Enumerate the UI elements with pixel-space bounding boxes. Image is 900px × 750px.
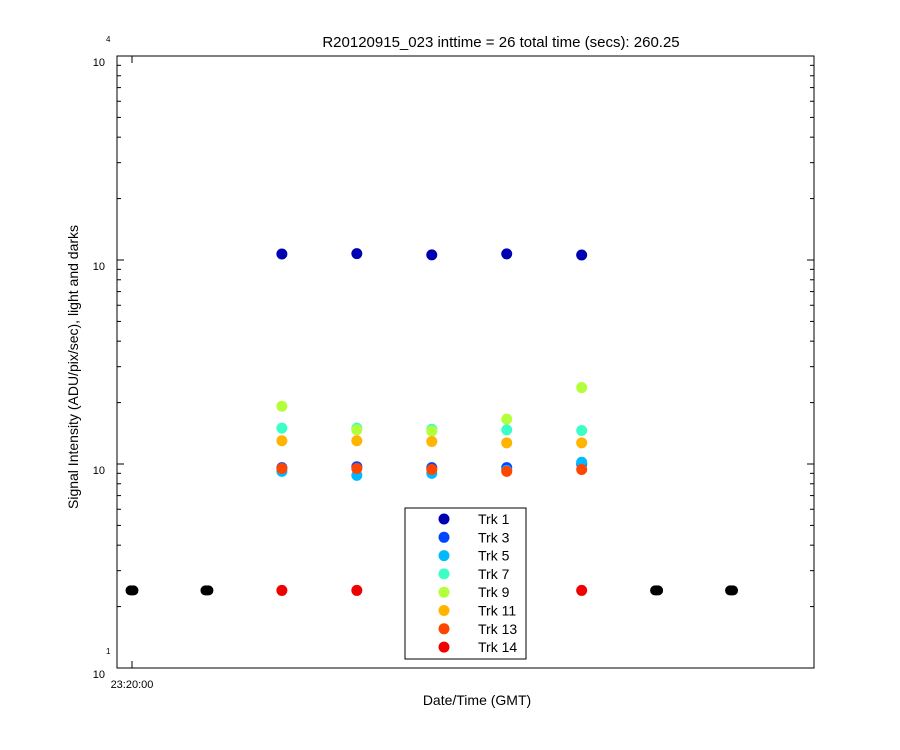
legend-box	[404, 507, 527, 660]
point-trk-3	[276, 422, 288, 434]
legend-entry: Trk 7	[478, 566, 510, 582]
point-trk-5	[351, 435, 363, 447]
legend: Trk 1 Trk 3 Trk 5 Trk 7 Trk 9 Trk 11 Trk 13 Trk…	[404, 507, 527, 660]
point-trk-4	[351, 424, 363, 436]
y-tick-exponent: 1	[106, 647, 111, 656]
point-trk-6	[426, 463, 438, 475]
point-trk-4	[426, 425, 438, 437]
point-trk-7	[576, 584, 588, 596]
legend-marker	[438, 586, 450, 598]
y-axis-label: Signal Intensity (ADU/pix/sec), light an…	[65, 225, 81, 509]
y-tick-label: 10	[93, 669, 105, 681]
point-trk-5	[501, 437, 513, 449]
dark-point	[653, 585, 664, 596]
legend-entry: Trk 11	[478, 603, 516, 619]
data-points	[125, 248, 739, 596]
legend-marker	[438, 623, 450, 635]
point-trk-7	[351, 584, 363, 596]
point-trk-5	[576, 437, 588, 449]
point-trk-6	[501, 465, 513, 477]
legend-marker	[438, 531, 450, 543]
point-trk-6	[276, 463, 288, 475]
point-trk-3	[576, 424, 588, 436]
point-trk-5	[426, 435, 438, 447]
legend-marker	[438, 550, 450, 562]
point-trk-0	[276, 248, 288, 260]
point-trk-4	[276, 400, 288, 412]
dark-point	[203, 585, 214, 596]
dark-point	[128, 585, 139, 596]
legend-marker	[438, 513, 450, 525]
legend-entry: Trk 1	[478, 511, 510, 527]
point-trk-6	[351, 463, 363, 475]
y-tick-exponent: 4	[106, 35, 111, 44]
point-trk-6	[576, 463, 588, 475]
point-trk-5	[276, 435, 288, 447]
point-trk-3	[501, 424, 513, 436]
legend-entry: Trk 9	[478, 584, 510, 600]
legend-entry: Trk 5	[478, 548, 510, 564]
y-tick-label: 10	[93, 465, 105, 477]
legend-entry: Trk 3	[478, 529, 510, 545]
legend-entry: Trk 14	[478, 639, 517, 655]
point-trk-0	[426, 249, 438, 261]
point-trk-7	[276, 584, 288, 596]
y-tick-label: 10	[93, 57, 105, 69]
chart-title: R20120915_023 inttime = 26 total time (s…	[322, 34, 679, 51]
x-axis-label: Date/Time (GMT)	[423, 692, 531, 708]
legend-marker	[438, 605, 450, 616]
x-tick-label: 23:20:00	[111, 679, 154, 691]
point-trk-4	[501, 413, 513, 425]
point-trk-0	[576, 249, 588, 261]
point-trk-4	[576, 382, 588, 394]
axis-ticks: 10 1 10 10 10 4 23:20:00	[93, 35, 814, 691]
point-trk-0	[501, 248, 513, 260]
point-trk-0	[351, 248, 363, 260]
y-tick-label: 10	[93, 261, 105, 273]
legend-marker	[438, 568, 450, 580]
dark-point	[728, 585, 739, 596]
legend-entry: Trk 13	[478, 621, 517, 637]
legend-marker	[438, 641, 450, 653]
